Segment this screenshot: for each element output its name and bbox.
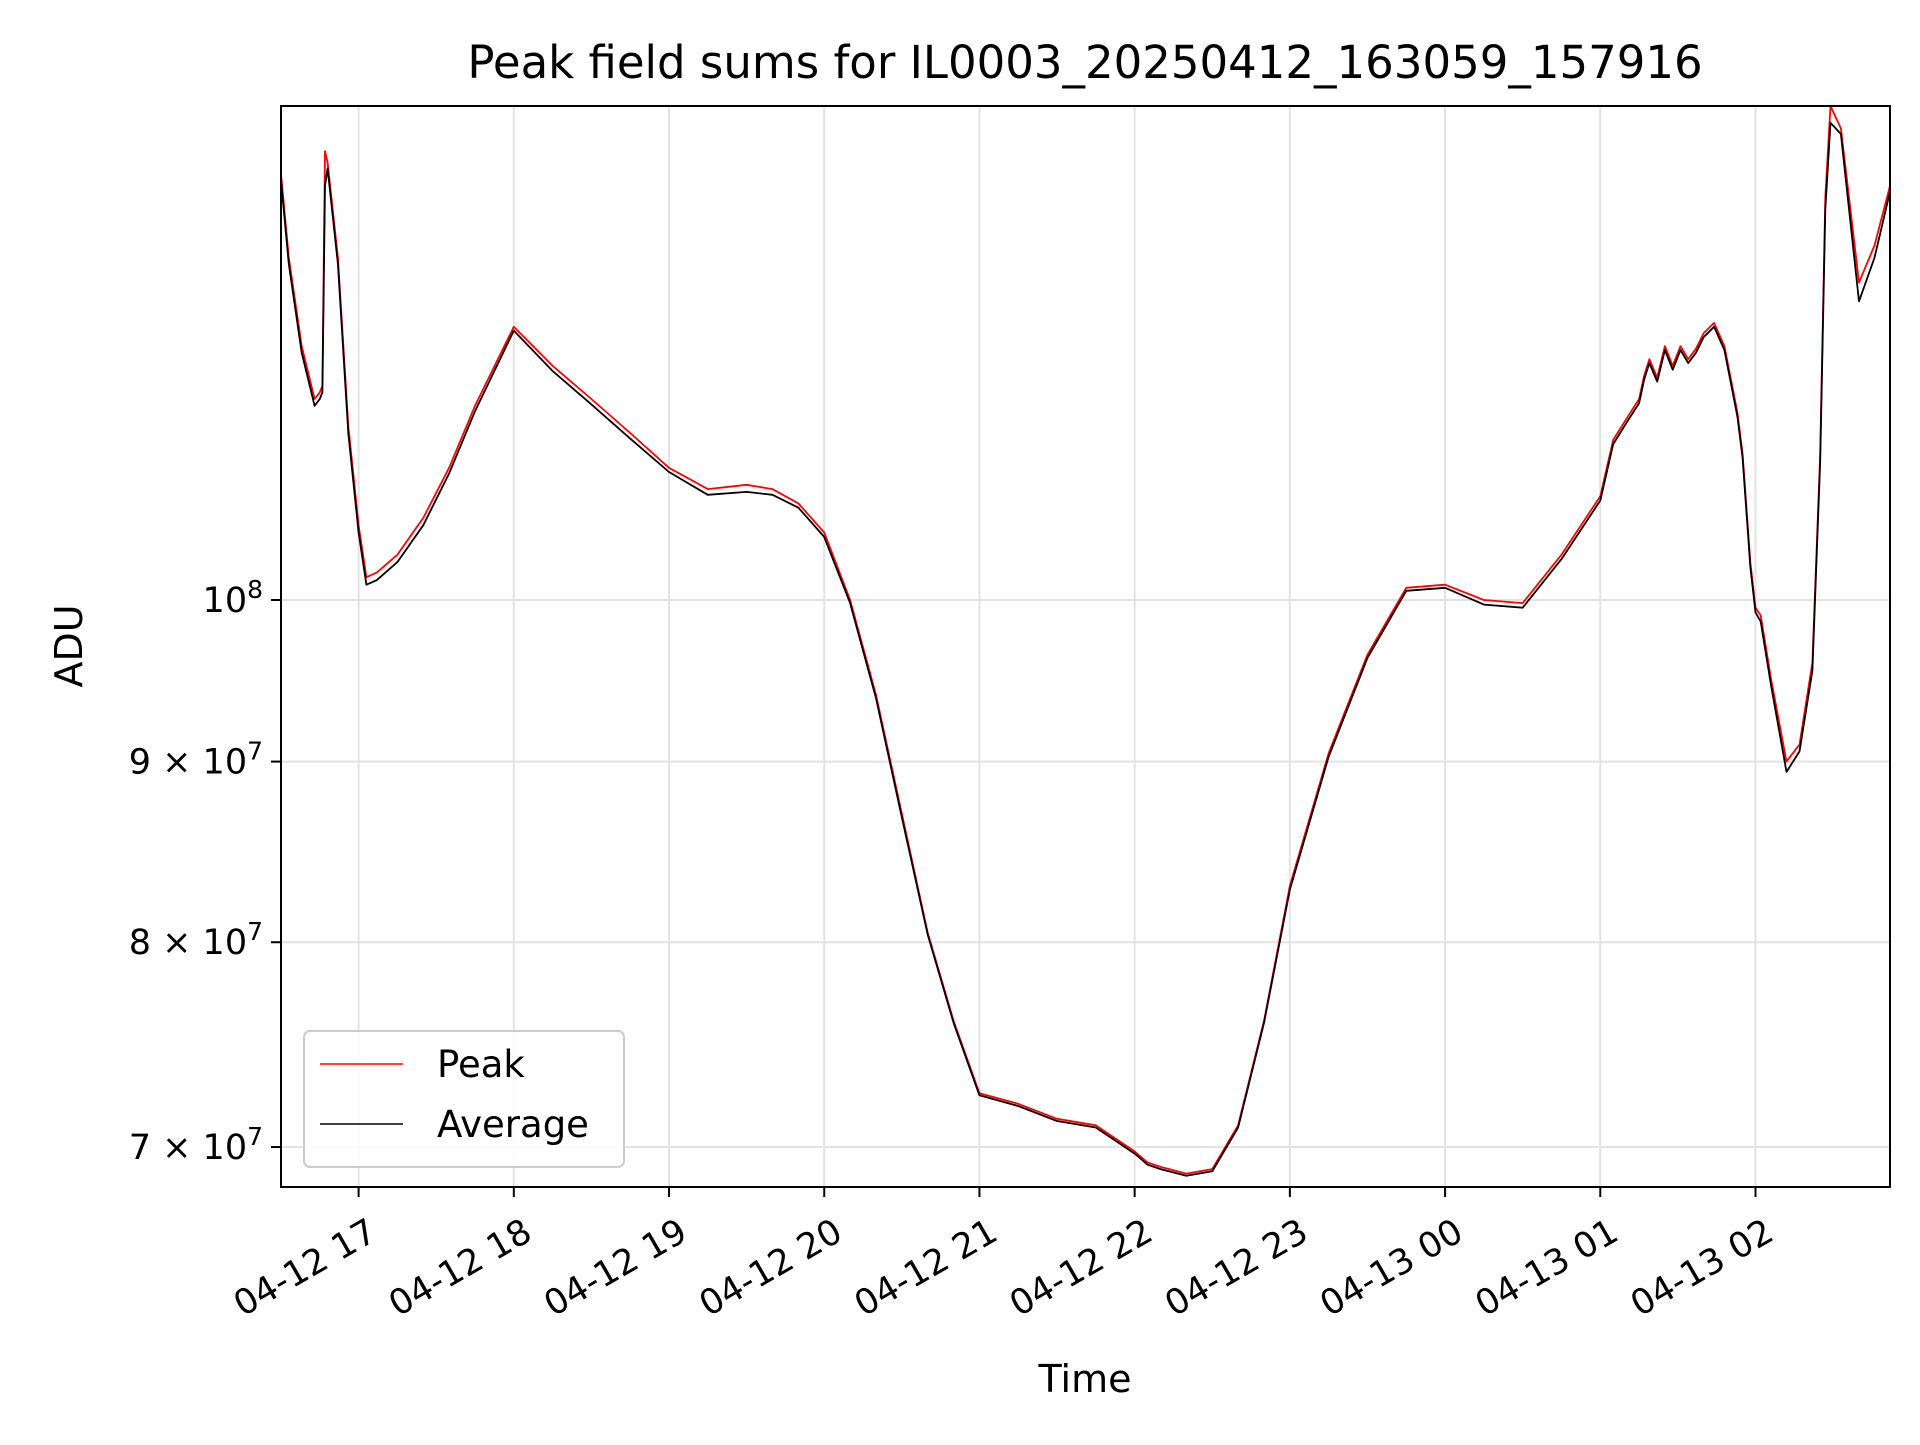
series-line-average <box>280 121 1891 1177</box>
y-axis-label: ADU <box>47 604 91 687</box>
chart-title: Peak field sums for IL0003_20250412_1630… <box>467 36 1702 89</box>
x-axis-label: Time <box>1038 1357 1132 1401</box>
series-lines <box>280 105 1891 1177</box>
y-tick-label: 108 <box>203 575 263 621</box>
legend-label-peak: Peak <box>437 1043 525 1086</box>
legend-label-average: Average <box>437 1103 589 1146</box>
y-tick-label: 9 × 107 <box>129 737 263 783</box>
legend: Peak Average <box>303 1030 625 1168</box>
y-axis-ticks: 7 × 107 8 × 107 9 × 107 108 <box>129 575 281 1168</box>
y-tick-label: 7 × 107 <box>129 1122 263 1168</box>
plot-frame <box>280 105 1891 1188</box>
y-tick-label: 8 × 107 <box>129 917 263 963</box>
legend-box <box>303 1030 625 1168</box>
